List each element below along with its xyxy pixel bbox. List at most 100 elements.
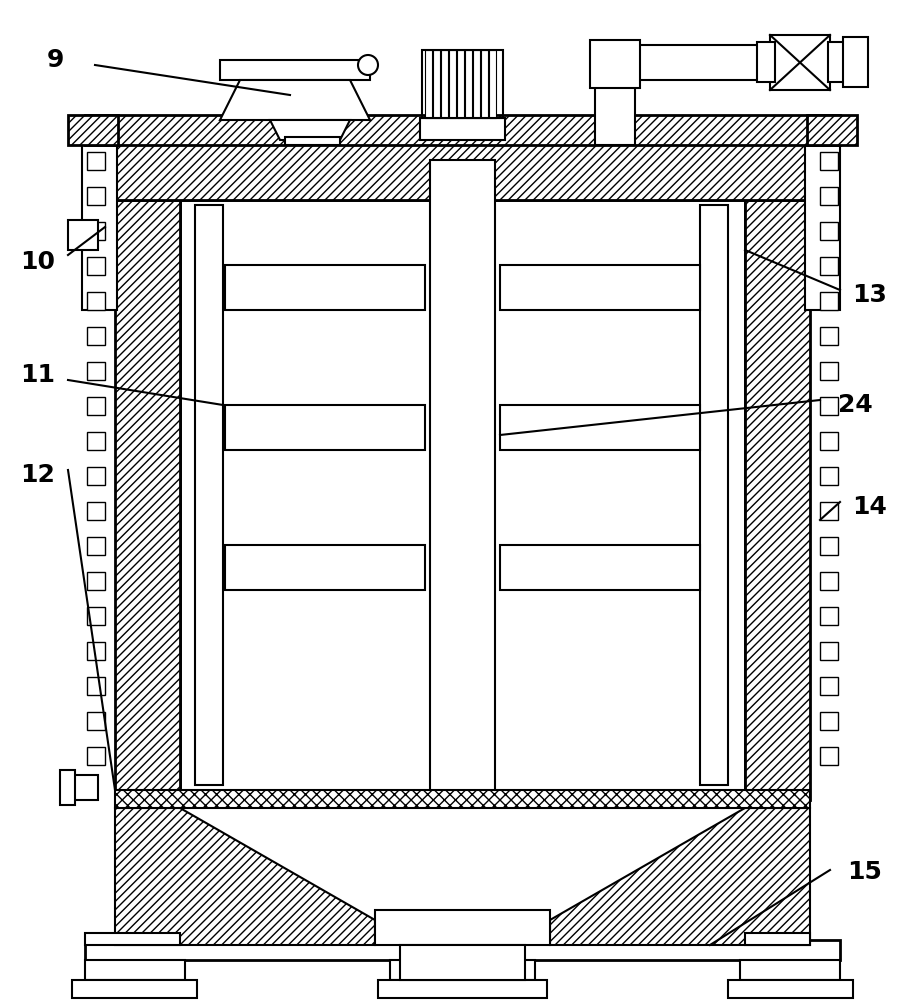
Polygon shape: [115, 808, 375, 945]
Bar: [433, 50, 440, 118]
Bar: [68, 220, 98, 250]
Bar: [87, 257, 105, 275]
Bar: [422, 50, 503, 118]
Bar: [72, 980, 197, 998]
Bar: [500, 545, 700, 590]
Bar: [757, 42, 775, 82]
Bar: [87, 677, 105, 695]
Bar: [180, 200, 745, 800]
Bar: [820, 362, 838, 380]
Polygon shape: [550, 808, 810, 945]
Bar: [820, 747, 838, 765]
Circle shape: [358, 55, 378, 75]
Bar: [820, 152, 838, 170]
Text: 9: 9: [46, 48, 64, 72]
Bar: [457, 50, 464, 118]
Bar: [68, 775, 98, 800]
Bar: [390, 960, 535, 980]
Bar: [425, 50, 432, 118]
Bar: [85, 960, 185, 980]
Bar: [441, 50, 448, 118]
Bar: [473, 50, 480, 118]
Bar: [820, 677, 838, 695]
Bar: [430, 160, 495, 800]
Bar: [85, 933, 180, 945]
Bar: [481, 50, 488, 118]
Text: 15: 15: [847, 860, 882, 884]
Bar: [285, 137, 340, 145]
Bar: [500, 265, 700, 310]
Bar: [115, 140, 810, 200]
Text: 24: 24: [837, 393, 872, 417]
Bar: [87, 187, 105, 205]
Bar: [449, 50, 456, 118]
Text: 13: 13: [853, 283, 888, 307]
Polygon shape: [220, 80, 370, 120]
Bar: [820, 257, 838, 275]
Bar: [87, 747, 105, 765]
Bar: [820, 292, 838, 310]
Bar: [770, 35, 830, 90]
Bar: [82, 145, 117, 310]
Bar: [820, 432, 838, 450]
Text: 14: 14: [853, 495, 888, 519]
Bar: [87, 432, 105, 450]
Bar: [87, 222, 105, 240]
Bar: [807, 115, 857, 145]
Bar: [728, 980, 853, 998]
Bar: [465, 50, 472, 118]
Bar: [820, 712, 838, 730]
Bar: [85, 940, 840, 960]
Bar: [820, 467, 838, 485]
Bar: [220, 60, 370, 80]
Bar: [590, 40, 640, 88]
Bar: [740, 960, 840, 980]
Bar: [87, 292, 105, 310]
Bar: [420, 118, 505, 140]
Bar: [820, 222, 838, 240]
Bar: [87, 642, 105, 660]
Bar: [843, 37, 868, 87]
Bar: [87, 572, 105, 590]
Bar: [225, 265, 425, 310]
Bar: [820, 537, 838, 555]
Text: 12: 12: [20, 463, 55, 487]
Bar: [400, 945, 525, 980]
Bar: [375, 910, 550, 945]
Text: 11: 11: [20, 363, 55, 387]
Bar: [595, 50, 635, 145]
Bar: [700, 205, 728, 785]
Bar: [820, 607, 838, 625]
Bar: [489, 50, 496, 118]
Bar: [87, 712, 105, 730]
Bar: [828, 42, 846, 82]
Bar: [87, 152, 105, 170]
Bar: [805, 145, 840, 310]
Polygon shape: [270, 120, 350, 140]
Bar: [595, 45, 775, 80]
Bar: [225, 405, 425, 450]
Bar: [87, 502, 105, 520]
Bar: [820, 502, 838, 520]
Bar: [378, 980, 547, 998]
Bar: [87, 537, 105, 555]
Bar: [820, 642, 838, 660]
Bar: [115, 790, 810, 808]
Bar: [87, 362, 105, 380]
Bar: [745, 933, 810, 945]
Bar: [115, 200, 180, 800]
Bar: [820, 327, 838, 345]
Bar: [85, 115, 840, 145]
Bar: [87, 327, 105, 345]
Bar: [60, 770, 75, 805]
Bar: [820, 397, 838, 415]
Bar: [225, 545, 425, 590]
Bar: [68, 115, 118, 145]
Bar: [820, 187, 838, 205]
Bar: [500, 405, 700, 450]
Text: 10: 10: [20, 250, 55, 274]
Bar: [87, 397, 105, 415]
Bar: [87, 607, 105, 625]
Bar: [745, 200, 810, 800]
Bar: [820, 572, 838, 590]
